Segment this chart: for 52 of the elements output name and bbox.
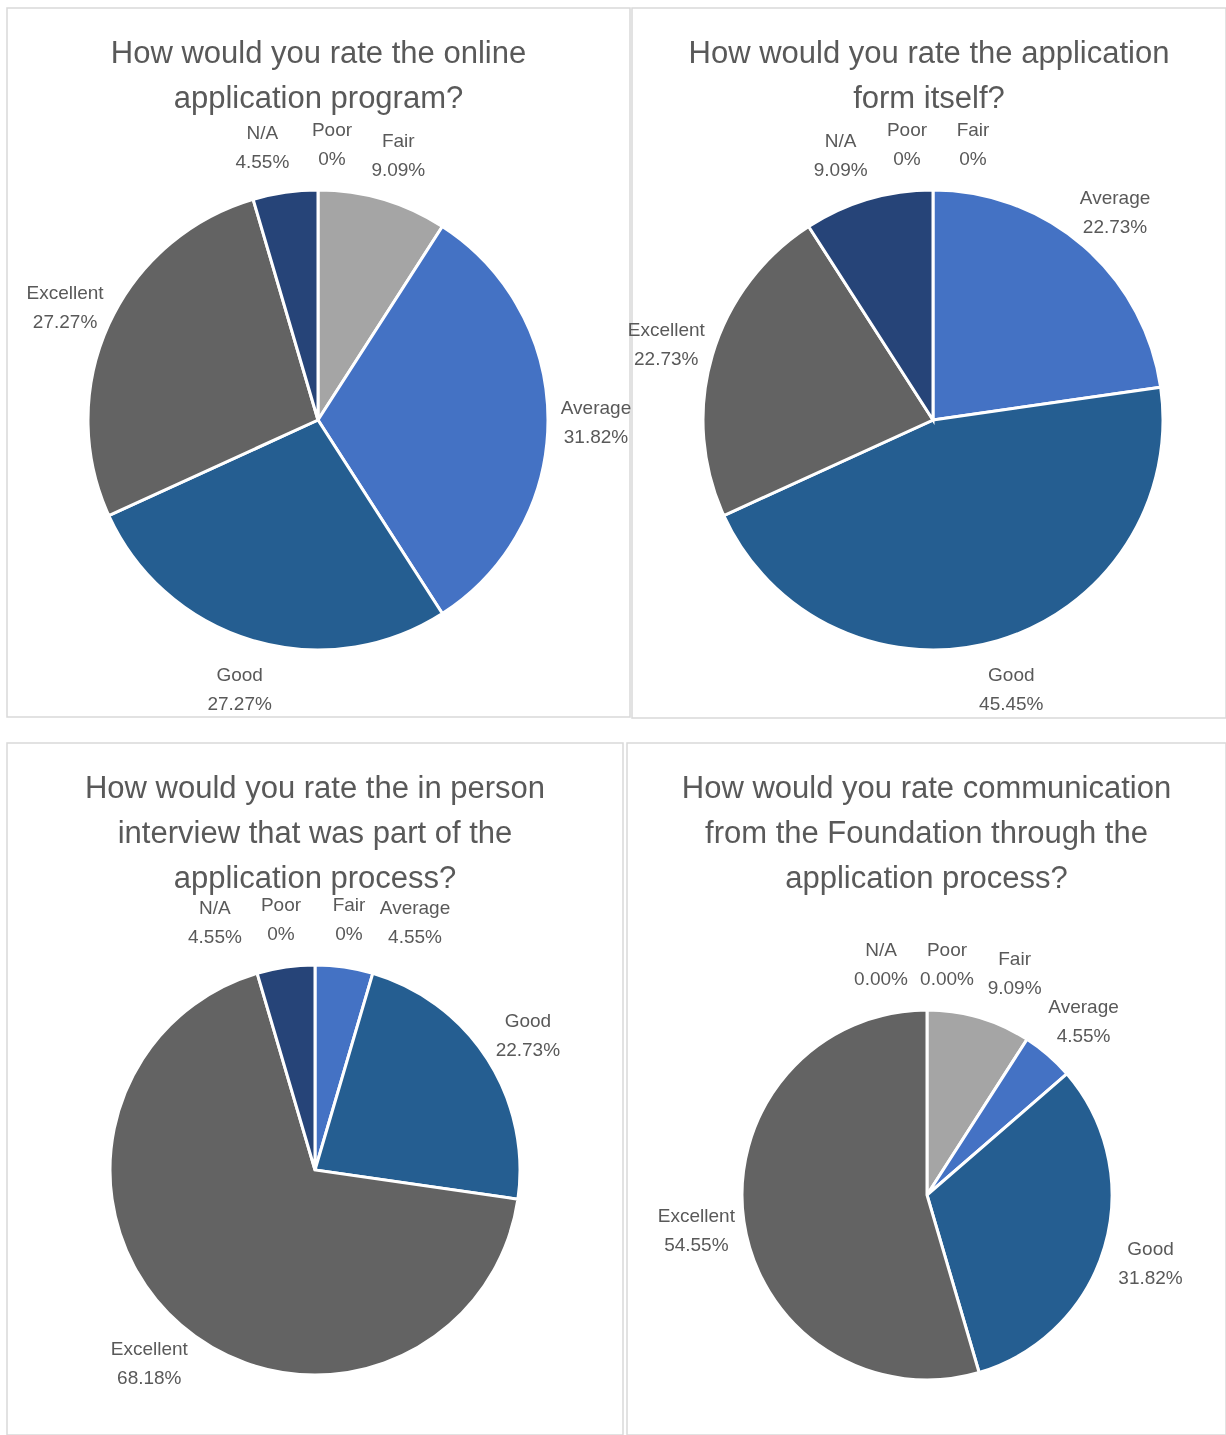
data-label: 54.55% (664, 1234, 729, 1256)
category-label: Fair (332, 894, 366, 915)
text: 0% (959, 148, 987, 169)
slice-label: Average (560, 397, 632, 418)
data-label: 31.82% (1118, 1266, 1183, 1288)
text: 0.00% (854, 968, 908, 989)
slice-label: Excellent (110, 1338, 189, 1360)
chart-title: How would you rate the in person interview that was part of the application process? (84, 770, 546, 895)
data-label: 22.73% (1082, 215, 1148, 237)
data-label: 45.45% (979, 692, 1044, 714)
slice-label: Average (1048, 995, 1119, 1017)
slice-label: Good (504, 1010, 552, 1032)
slice-label: Excellent (657, 1205, 736, 1227)
data-label: 4.55% (388, 925, 443, 947)
data-label: 4.55% (1056, 1024, 1111, 1046)
data-label: 9.09% (813, 159, 868, 181)
text: 0% (318, 148, 346, 169)
slice-label: Average (379, 896, 451, 918)
category-label: Poor (311, 119, 353, 140)
slice-label: Good (1127, 1237, 1174, 1259)
data-label: 22.73% (495, 1039, 561, 1061)
slice-label: Fair (998, 948, 1032, 970)
data-label: 31.82% (563, 426, 629, 447)
text: 0% (893, 148, 921, 169)
category-label: Poor (926, 939, 968, 960)
slice-label: Good (988, 663, 1035, 685)
category-label: Poor (886, 119, 928, 140)
chart-title: How would you rate the online application program? (110, 35, 527, 115)
category-label: N/A (865, 939, 897, 960)
data-label: 27.27% (32, 310, 98, 332)
slice-label: N/A (199, 896, 232, 918)
data-label: 27.27% (207, 692, 273, 714)
text: 0% (267, 923, 295, 944)
data-label: 22.73% (634, 347, 699, 369)
slice-label: Good (216, 663, 263, 685)
slice-label: Fair (381, 130, 416, 152)
data-label: 4.55% (188, 925, 242, 947)
data-label: 68.18% (117, 1367, 182, 1389)
slice-label: Excellent (627, 318, 706, 340)
slice-label: N/A (246, 121, 279, 143)
text: 0% (335, 923, 363, 944)
chart-title: How would you rate the application form itself? (688, 35, 1170, 115)
slice-label: Excellent (26, 281, 105, 303)
category-label: Fair (956, 119, 990, 140)
category-label: Poor (260, 894, 302, 915)
data-label: 9.09% (371, 159, 426, 181)
data-label: 4.55% (235, 150, 290, 172)
slice-label: N/A (824, 130, 857, 152)
text: 0.00% (920, 968, 974, 989)
chart-title: How would you rate communication from the Foundation through the application process? (681, 770, 1172, 895)
slice-label: Average (1079, 186, 1151, 208)
data-label: 9.09% (987, 977, 1042, 999)
